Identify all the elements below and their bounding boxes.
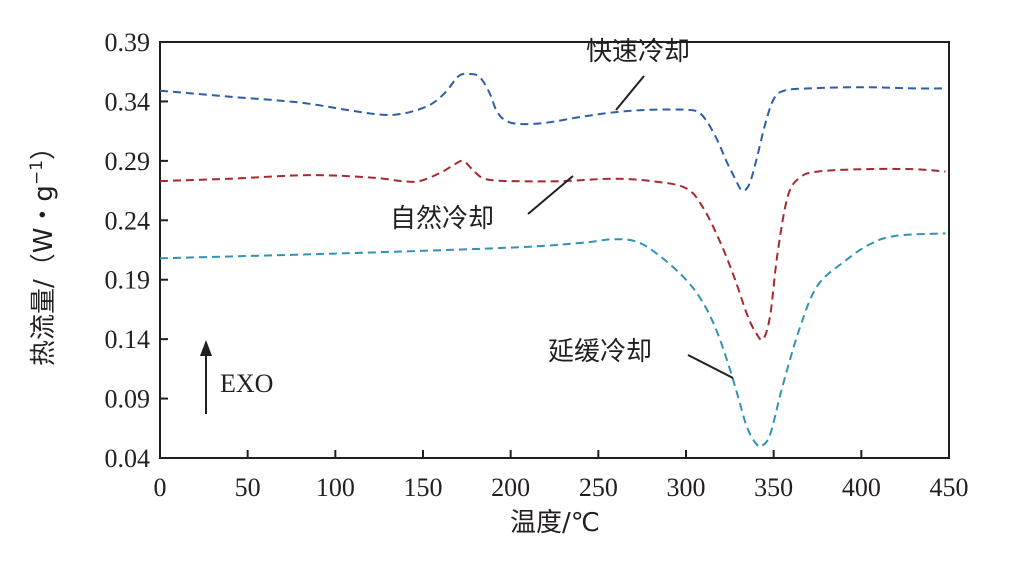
- series-line-fast-cooling: [159, 73, 946, 192]
- y-tick-label: 0.04: [105, 444, 151, 473]
- x-tick-label: 0: [154, 473, 167, 502]
- x-tick-label: 200: [491, 473, 530, 502]
- y-tick-label: 0.39: [105, 28, 151, 57]
- x-tick-label: 50: [235, 473, 261, 502]
- y-tick-label: 0.34: [105, 87, 151, 116]
- x-tick-label: 250: [579, 473, 618, 502]
- y-axis-title-sup: −1: [27, 160, 47, 185]
- y-axis-title-main: 热流量/（W・g: [29, 185, 59, 366]
- y-tick-label: 0.09: [105, 385, 151, 414]
- x-tick-label: 150: [404, 473, 443, 502]
- x-axis-ticks: 0 50 100 150 200 250 300 350 400 450: [154, 450, 969, 502]
- annotation-natural-cooling-leader: [527, 175, 574, 215]
- y-tick-label: 0.29: [105, 147, 151, 176]
- y-tick-label: 0.14: [105, 325, 151, 354]
- y-axis-ticks: 0.04 0.09 0.14 0.19 0.24 0.29 0.34 0.39: [105, 28, 168, 473]
- x-tick-label: 350: [754, 473, 793, 502]
- y-axis-title: 热流量/（W・g−1）: [27, 134, 59, 366]
- annotation-delayed-cooling-leader: [687, 354, 734, 379]
- y-axis-title-close: ）: [29, 134, 59, 160]
- x-tick-label: 100: [316, 473, 355, 502]
- series-line-natural-cooling: [159, 159, 946, 341]
- annotation-natural-cooling: 自然冷却: [390, 204, 494, 234]
- annotation-fast-cooling: 快速冷却: [586, 37, 690, 67]
- x-tick-label: 300: [667, 473, 706, 502]
- exo-label: EXO: [220, 369, 273, 398]
- x-tick-label: 450: [930, 473, 969, 502]
- plot-frame: [159, 41, 950, 459]
- x-tick-label: 400: [842, 473, 881, 502]
- series-layer: [159, 73, 946, 448]
- annotation-fast-cooling-leader: [615, 75, 645, 111]
- exo-arrow-icon: [200, 340, 212, 356]
- x-axis-title: 温度/℃: [510, 508, 600, 538]
- y-tick-label: 0.24: [105, 206, 151, 235]
- series-line-delayed-cooling: [159, 232, 946, 448]
- y-tick-label: 0.19: [105, 266, 151, 295]
- annotation-delayed-cooling: 延缓冷却: [548, 337, 652, 367]
